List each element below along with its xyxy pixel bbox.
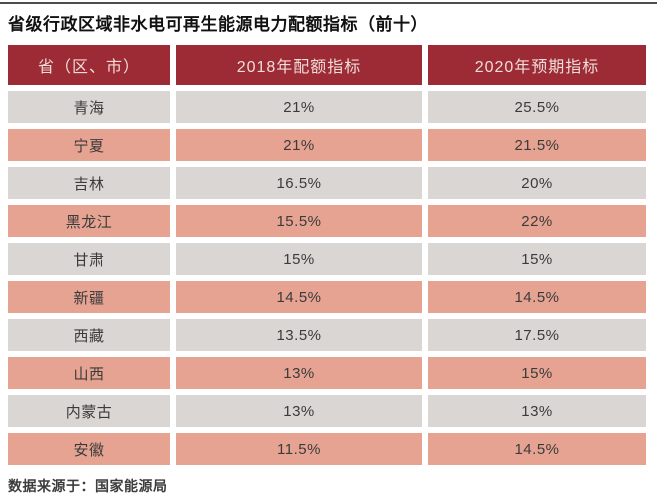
table-row: 青海 21% 25.5% (8, 91, 646, 123)
cell-quota-2018: 15% (176, 243, 422, 275)
table-header-row: 省（区、市） 2018年配额指标 2020年预期指标 (8, 45, 646, 85)
cell-expected-2020: 22% (428, 205, 646, 237)
cell-province: 黑龙江 (8, 205, 170, 237)
cell-quota-2018: 13% (176, 395, 422, 427)
table-row: 黑龙江 15.5% 22% (8, 205, 646, 237)
cell-province: 新疆 (8, 281, 170, 313)
cell-province: 安徽 (8, 433, 170, 465)
cell-quota-2018: 21% (176, 129, 422, 161)
data-source-note: 数据来源于：国家能源局 (8, 478, 168, 494)
cell-province: 吉林 (8, 167, 170, 199)
cell-province: 内蒙古 (8, 395, 170, 427)
cell-quota-2018: 16.5% (176, 167, 422, 199)
cell-expected-2020: 21.5% (428, 129, 646, 161)
table-row: 宁夏 21% 21.5% (8, 129, 646, 161)
cell-quota-2018: 13.5% (176, 319, 422, 351)
cell-quota-2018: 14.5% (176, 281, 422, 313)
cell-province: 宁夏 (8, 129, 170, 161)
cell-quota-2018: 13% (176, 357, 422, 389)
column-header-quota-2018: 2018年配额指标 (176, 45, 422, 85)
cell-quota-2018: 21% (176, 91, 422, 123)
page-title: 省级行政区域非水电可再生能源电力配额指标（前十） (8, 15, 428, 34)
column-header-province: 省（区、市） (8, 45, 170, 85)
table-row: 安徽 11.5% 14.5% (8, 433, 646, 465)
cell-expected-2020: 15% (428, 357, 646, 389)
top-divider (0, 2, 657, 4)
cell-quota-2018: 15.5% (176, 205, 422, 237)
table-row: 内蒙古 13% 13% (8, 395, 646, 427)
quota-table: 省（区、市） 2018年配额指标 2020年预期指标 青海 21% 25.5% … (2, 39, 652, 471)
cell-quota-2018: 11.5% (176, 433, 422, 465)
cell-expected-2020: 25.5% (428, 91, 646, 123)
cell-province: 青海 (8, 91, 170, 123)
table-row: 吉林 16.5% 20% (8, 167, 646, 199)
table-row: 山西 13% 15% (8, 357, 646, 389)
cell-province: 山西 (8, 357, 170, 389)
cell-expected-2020: 14.5% (428, 433, 646, 465)
cell-province: 甘肃 (8, 243, 170, 275)
cell-expected-2020: 14.5% (428, 281, 646, 313)
table-row: 新疆 14.5% 14.5% (8, 281, 646, 313)
table-body: 青海 21% 25.5% 宁夏 21% 21.5% 吉林 16.5% 20% 黑… (8, 91, 646, 465)
table-row: 甘肃 15% 15% (8, 243, 646, 275)
cell-expected-2020: 13% (428, 395, 646, 427)
cell-expected-2020: 15% (428, 243, 646, 275)
cell-province: 西藏 (8, 319, 170, 351)
cell-expected-2020: 20% (428, 167, 646, 199)
cell-expected-2020: 17.5% (428, 319, 646, 351)
table-row: 西藏 13.5% 17.5% (8, 319, 646, 351)
column-header-expected-2020: 2020年预期指标 (428, 45, 646, 85)
